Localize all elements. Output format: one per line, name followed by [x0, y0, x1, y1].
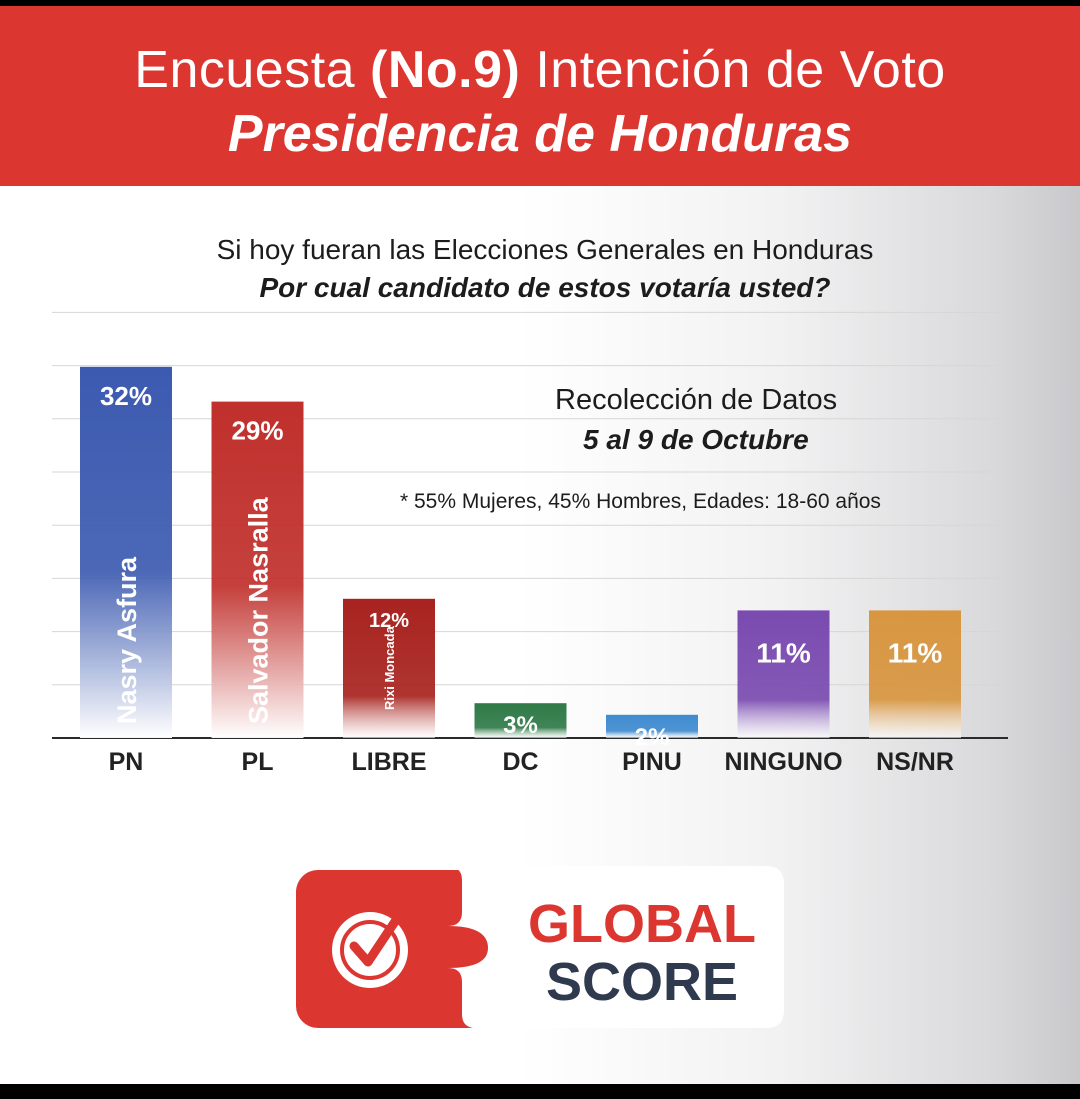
bar-dc [474, 703, 567, 738]
bar-pl [211, 401, 304, 738]
title-prefix: Encuesta [134, 41, 356, 99]
value-label: 2% [635, 724, 670, 751]
logo-white-tile [446, 866, 784, 1028]
bar-pinu [606, 714, 698, 738]
category-label: NINGUNO [724, 748, 842, 776]
survey-dates: 5 al 9 de Octubre [583, 424, 809, 455]
global-score-logo: GLOBAL SCORE [296, 866, 784, 1028]
logo-word-score: SCORE [546, 952, 738, 1012]
bar-chart: 32% Nasry Asfura PN 29% Salvador Nasralla PL 1… [52, 311, 1008, 776]
category-label: PN [109, 748, 144, 776]
survey-label: Recolección de Datos [555, 384, 838, 416]
question-line-1: Si hoy fueran las Elecciones Generales e… [216, 234, 874, 265]
category-label: LIBRE [352, 748, 427, 776]
title-banner: Encuesta (No.9) Intención de Voto Presid… [0, 6, 1080, 186]
poster: Encuesta (No.9) Intención de Voto Presid… [0, 6, 1080, 1084]
bar-nsnr [869, 610, 961, 738]
check-ring-icon [340, 920, 400, 980]
labels: 32% Nasry Asfura PN 29% Salvador Nasralla PL 1… [100, 381, 954, 776]
bars [80, 366, 961, 738]
question-line-2: Por cual candidato de estos votaría uste… [259, 272, 831, 303]
candidate-name: Nasry Asfura [112, 556, 142, 724]
logo-word-global: GLOBAL [528, 894, 756, 954]
value-label: 12% [369, 610, 409, 632]
value-label: 3% [503, 712, 538, 739]
bar-libre [343, 598, 435, 738]
checkmark-icon [349, 909, 405, 967]
gridlines [52, 311, 1008, 739]
category-label: PL [242, 748, 274, 776]
category-label: DC [502, 748, 538, 776]
title-subtitle: Presidencia de Honduras [227, 105, 853, 163]
category-label: NS/NR [876, 748, 954, 776]
candidate-name: Rixi Moncada [382, 625, 397, 710]
candidate-name: Salvador Nasralla [244, 496, 274, 724]
bar-ninguno [737, 610, 830, 738]
value-label: 29% [231, 416, 283, 446]
value-label: 11% [756, 637, 811, 668]
bar-pn [80, 366, 172, 738]
title-suffix: Intención de Voto [535, 41, 946, 99]
title-line: Encuesta (No.9) Intención de Voto [0, 40, 1080, 100]
title-number: (No.9) [370, 41, 521, 99]
category-label: PINU [622, 748, 682, 776]
survey-sample: * 55% Mujeres, 45% Hombres, Edades: 18-6… [400, 490, 881, 513]
value-label: 11% [888, 637, 943, 668]
value-label: 32% [100, 381, 152, 411]
